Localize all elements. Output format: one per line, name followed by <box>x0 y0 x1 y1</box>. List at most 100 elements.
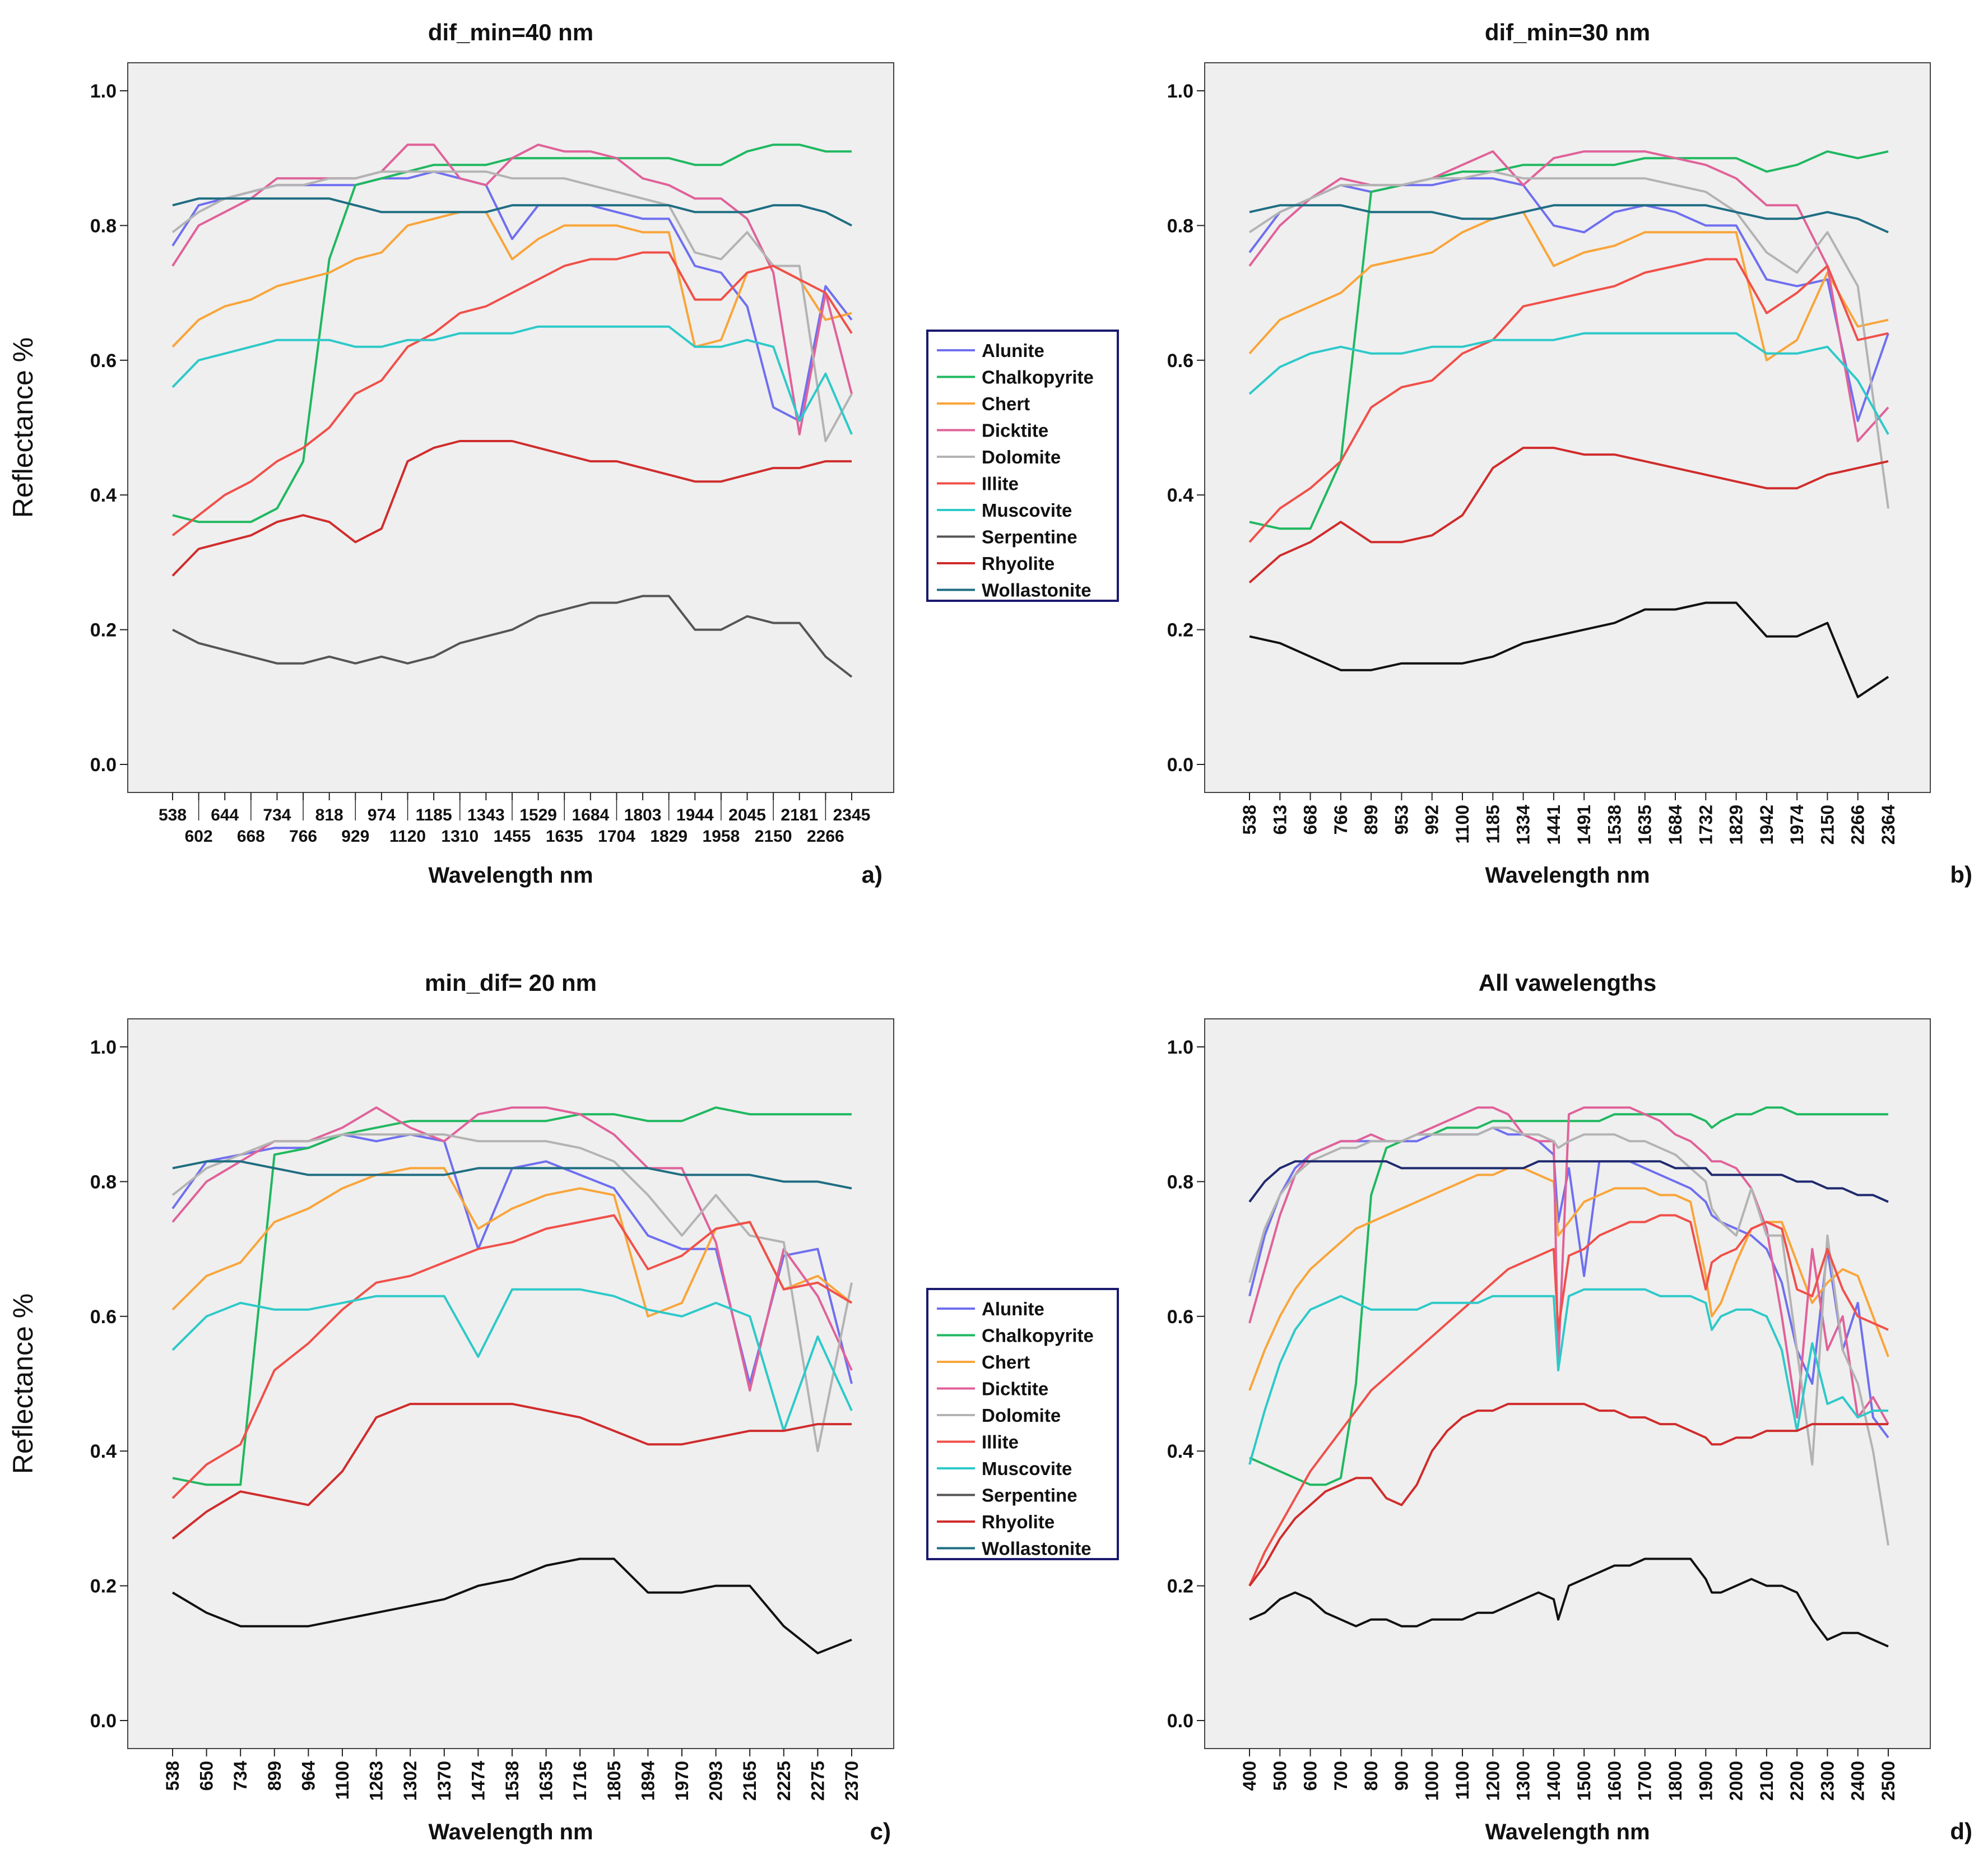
y-tick-label: 0.6 <box>1167 1306 1193 1328</box>
x-tick-label: 668 <box>1300 805 1321 834</box>
series-line-chalkopyrite <box>1249 150 1889 530</box>
x-tick-label: 2300 <box>1817 1761 1837 1801</box>
series-line-alunite <box>1248 1126 1889 1439</box>
panel-label: a) <box>862 861 882 888</box>
x-tick-label: 2100 <box>1757 1761 1777 1801</box>
x-tick-label: 2370 <box>842 1761 862 1801</box>
legend-entry: Dolomite <box>982 1405 1061 1426</box>
series-line-illite <box>171 251 853 536</box>
x-tick-label: 2181 <box>781 806 818 824</box>
x-tick-label: 400 <box>1239 1761 1260 1791</box>
x-tick-label: 1334 <box>1513 805 1534 845</box>
legend-entry: Dolomite <box>982 447 1061 467</box>
panel-label: b) <box>1950 861 1972 888</box>
x-tick-label: 2364 <box>1878 805 1898 845</box>
y-tick-label: 0.2 <box>1167 1576 1193 1597</box>
series-line-rhyolite <box>1248 447 1889 583</box>
series-line-muscovite <box>171 1288 853 1432</box>
legend-entry: Serpentine <box>982 1485 1077 1506</box>
legend-entry: Rhyolite <box>982 1511 1055 1532</box>
panel-label: c) <box>870 1818 891 1844</box>
x-tick-label: 899 <box>1361 805 1381 834</box>
y-tick-label: 0.6 <box>90 350 117 372</box>
x-tick-label: 1263 <box>366 1761 387 1801</box>
chart-title: All vawelengths <box>1479 970 1656 996</box>
series-line-muscovite <box>1248 1288 1888 1465</box>
series-line-chert <box>1248 1167 1889 1391</box>
x-tick-label: 613 <box>1270 805 1290 834</box>
y-tick-label: 0.2 <box>90 1576 117 1597</box>
x-tick-label: 602 <box>185 827 213 846</box>
x-tick-label: 1100 <box>1452 1761 1473 1800</box>
x-tick-label: 538 <box>162 1761 183 1791</box>
legend-entry: Dicktite <box>982 1379 1048 1399</box>
y-tick-label: 0.2 <box>1167 620 1193 641</box>
x-tick-label: 1716 <box>570 1761 590 1801</box>
x-tick-label: 1185 <box>1483 805 1503 843</box>
y-tick-label: 1.0 <box>1167 81 1193 102</box>
y-tick-label: 0.2 <box>90 620 117 641</box>
x-tick-label: 1635 <box>546 827 583 846</box>
y-tick-label: 0.0 <box>90 754 117 776</box>
x-tick-label: 1538 <box>502 1761 522 1801</box>
y-tick-label: 0.4 <box>1167 485 1193 506</box>
series-line-illite <box>171 1214 853 1499</box>
x-tick-label: 644 <box>211 806 239 824</box>
x-tick-label: 766 <box>1331 805 1351 834</box>
x-tick-label: 1894 <box>638 1761 658 1801</box>
x-tick-label: 1474 <box>468 1761 488 1801</box>
series-line-chalkopyrite <box>172 1106 852 1486</box>
x-tick-label: 2165 <box>740 1761 760 1801</box>
legend-entry: Illite <box>982 474 1019 494</box>
x-tick-label: 2266 <box>807 827 844 846</box>
x-axis-title: Wavelength nm <box>1485 863 1650 888</box>
x-axis-title: Wavelength nm <box>428 863 593 888</box>
series-line-dolomite <box>1248 1126 1889 1546</box>
y-tick-label: 0.8 <box>90 1171 117 1193</box>
x-tick-label: 1302 <box>400 1761 420 1801</box>
chart-panel-b: 0.0 0.2 0.4 0.6 0.8 1.0 538 613 668 766 899 953 992 1… <box>1167 19 1972 888</box>
x-tick-label: 1100 <box>1452 805 1473 843</box>
x-tick-label: 1732 <box>1696 805 1716 845</box>
series-line-wollastonite <box>1249 204 1889 234</box>
series-line-dolomite <box>171 1133 853 1453</box>
chart-panel-c: 0.0 0.2 0.4 0.6 0.8 1.0 538 650 734 899 964 1100 126… <box>7 970 894 1844</box>
x-tick-label: 929 <box>341 827 369 846</box>
x-tick-label: 1942 <box>1757 805 1777 845</box>
x-tick-label: 900 <box>1391 1761 1411 1791</box>
y-tick-label: 0.4 <box>90 1441 117 1462</box>
x-tick-label: 953 <box>1391 805 1411 834</box>
x-tick-label: 600 <box>1300 1761 1321 1791</box>
x-tick-label: 800 <box>1361 1761 1381 1791</box>
x-tick-label: 650 <box>197 1761 217 1791</box>
x-tick-label: 766 <box>289 827 317 846</box>
x-axis-title: Wavelength nm <box>1485 1820 1650 1844</box>
x-tick-label: 734 <box>230 1761 250 1791</box>
legend-entry: Chalkopyrite <box>982 1325 1094 1346</box>
legend-entry: Chalkopyrite <box>982 367 1094 388</box>
x-tick-label: 1704 <box>598 827 635 846</box>
legend: Alunite Chalkopyrite Chert Dicktite Dolomite… <box>926 330 1119 602</box>
x-tick-label: 1805 <box>604 1761 624 1801</box>
legend: Alunite Chalkopyrite Chert Dicktite Dolomite… <box>926 1288 1119 1560</box>
y-axis-title: Reflectance % <box>7 1293 39 1474</box>
x-tick-label: 500 <box>1270 1761 1290 1791</box>
x-tick-label: 1120 <box>389 827 426 846</box>
chart-title: dif_min=30 nm <box>1485 19 1650 45</box>
y-tick-label: 0.8 <box>1167 215 1193 237</box>
y-tick-label: 1.0 <box>1167 1037 1193 1058</box>
legend-entry: Wollastonite <box>982 580 1091 601</box>
series-line-illite <box>1248 258 1889 543</box>
legend-entry: Illite <box>982 1432 1019 1453</box>
chart-title: dif_min=40 nm <box>428 19 593 45</box>
x-tick-label: 700 <box>1331 1761 1351 1791</box>
legend-entry: Serpentine <box>982 527 1077 548</box>
x-tick-label: 1185 <box>416 806 452 824</box>
legend-entry: Wollastonite <box>982 1538 1091 1559</box>
legend-entry: Rhyolite <box>982 553 1055 574</box>
x-tick-label: 1800 <box>1665 1761 1685 1801</box>
x-tick-label: 1455 <box>494 827 531 846</box>
x-tick-label: 2093 <box>706 1761 726 1801</box>
series-line-rhyolite <box>171 440 852 577</box>
